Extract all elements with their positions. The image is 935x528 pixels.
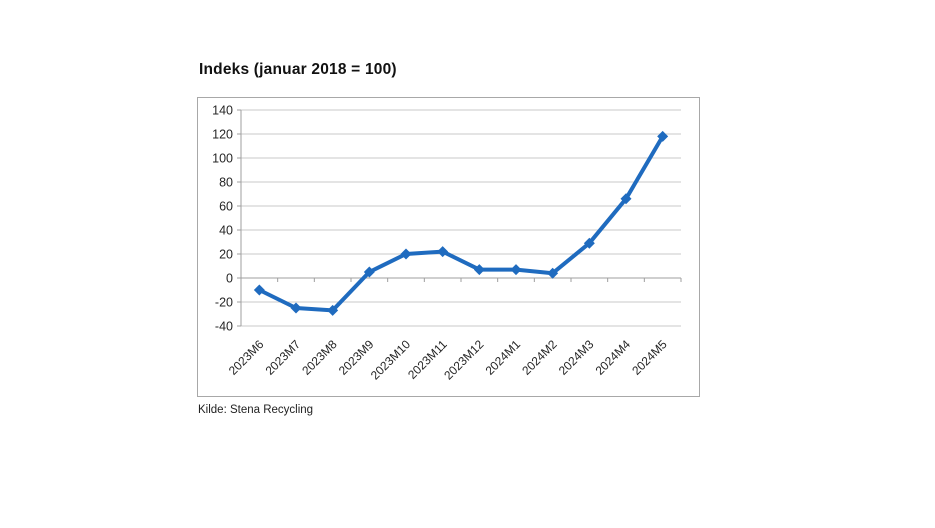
y-tick-label: 40 [219, 224, 233, 238]
y-tick-label: 100 [212, 152, 233, 166]
series-line [257, 134, 665, 313]
y-tick-label: 140 [212, 104, 233, 118]
source-note: Kilde: Stena Recycling [198, 404, 314, 416]
data-point-marker [620, 193, 632, 205]
x-tick-label: 2023M7 [263, 337, 304, 378]
x-tick-label: 2023M10 [368, 337, 414, 383]
data-point-marker [400, 248, 412, 260]
data-point-marker [290, 302, 302, 314]
y-tick-label: 60 [219, 200, 233, 214]
x-tick-label: 2024M2 [519, 337, 560, 378]
data-point-marker [473, 264, 485, 276]
y-tick-label: -20 [215, 296, 233, 310]
data-point-marker [437, 246, 449, 258]
x-tick-label: 2023M6 [226, 337, 267, 378]
chart-frame: 140 120 100 80 60 40 20 0 -20 -40 2023M6 2023M7 2023… [197, 97, 700, 397]
x-tick-label: 2023M12 [441, 337, 487, 383]
y-tick-label: 0 [226, 272, 233, 286]
y-tick-label: 20 [219, 248, 233, 262]
data-point-marker [657, 130, 669, 142]
y-tick-label: -40 [215, 320, 233, 334]
x-tick-label: 2024M5 [629, 337, 670, 378]
x-tick-label: 2024M4 [593, 337, 634, 378]
x-tick-label: 2024M3 [556, 337, 597, 378]
data-point-marker [510, 264, 522, 276]
y-tick-label: 80 [219, 176, 233, 190]
x-tick-label: 2024M1 [483, 337, 524, 378]
data-point-marker [583, 237, 595, 249]
chart-title: Indeks (januar 2018 = 100) [199, 61, 397, 78]
data-point-marker [547, 267, 559, 279]
line-chart-plot: 140120100806040200-20-402023M62023M72023… [212, 104, 682, 383]
data-point-marker [363, 266, 375, 278]
y-tick-label: 120 [212, 128, 233, 142]
data-point-marker [327, 304, 339, 316]
data-point-marker [253, 284, 265, 296]
x-tick-label: 2023M8 [299, 337, 340, 378]
